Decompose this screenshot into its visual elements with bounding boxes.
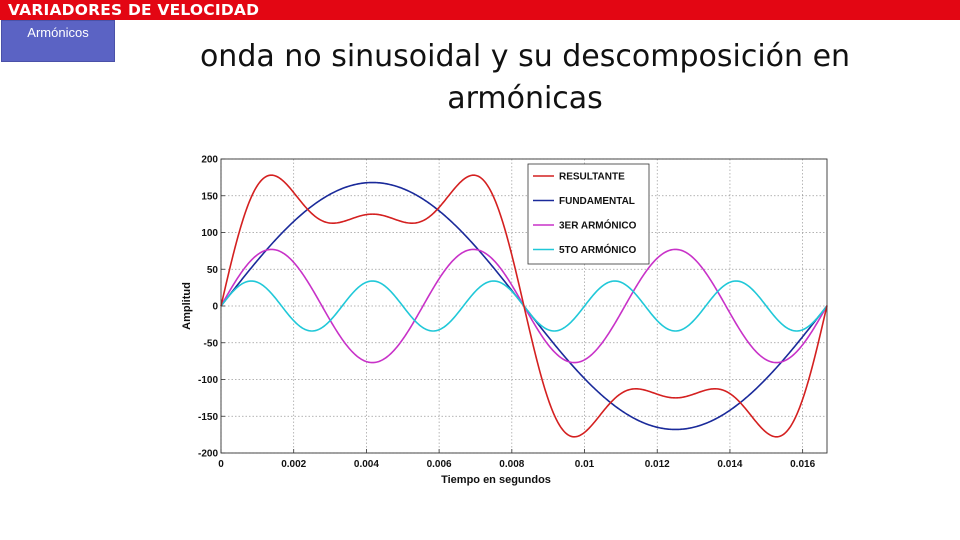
section-tab[interactable]: Armónicos [1, 20, 115, 62]
legend-entry: 5TO ARMÓNICO [559, 243, 636, 256]
x-tick-label: 0.01 [575, 459, 595, 470]
x-axis-label: Tiempo en segundos [441, 474, 551, 486]
y-tick-label: 0 [212, 302, 218, 313]
x-tick-label: 0.006 [427, 459, 452, 470]
y-tick-label: -100 [198, 375, 218, 386]
y-tick-label: 50 [207, 265, 219, 276]
y-tick-label: -200 [198, 449, 218, 460]
series-line-resultante [220, 174, 828, 438]
legend-entry: FUNDAMENTAL [559, 196, 635, 207]
y-tick-label: 200 [201, 155, 218, 166]
y-tick-label: 100 [201, 228, 218, 239]
x-tick-label: 0.016 [790, 459, 815, 470]
x-tick-label: 0 [218, 459, 224, 470]
x-tick-label: 0.008 [499, 459, 524, 470]
slide-title: onda no sinusoidal y su descomposición e… [199, 39, 851, 116]
x-tick-label: 0.014 [717, 459, 742, 470]
section-tab-label: Armónicos [27, 25, 89, 40]
harmonics-chart: 0 0.002 0.004 0.006 0.008 0.01 0.012 0.014 0.016… [170, 150, 840, 495]
chart-svg: 0 0.002 0.004 0.006 0.008 0.01 0.012 0.014 0.016… [181, 155, 828, 486]
legend-box [527, 163, 650, 265]
y-axis-label: Amplitud [181, 282, 193, 330]
banner-title: VARIADORES DE VELOCIDAD [8, 1, 260, 19]
legend-entry: 3ER ARMÓNICO [559, 219, 637, 232]
y-tick-label: -50 [204, 338, 219, 349]
x-tick-label: 0.012 [645, 459, 670, 470]
y-tick-label: 150 [201, 191, 218, 202]
top-banner: VARIADORES DE VELOCIDAD [0, 0, 960, 20]
legend-entry: RESULTANTE [559, 172, 625, 183]
x-tick-label: 0.004 [354, 459, 379, 470]
y-tick-label: -150 [198, 412, 218, 423]
x-tick-label: 0.002 [281, 459, 306, 470]
